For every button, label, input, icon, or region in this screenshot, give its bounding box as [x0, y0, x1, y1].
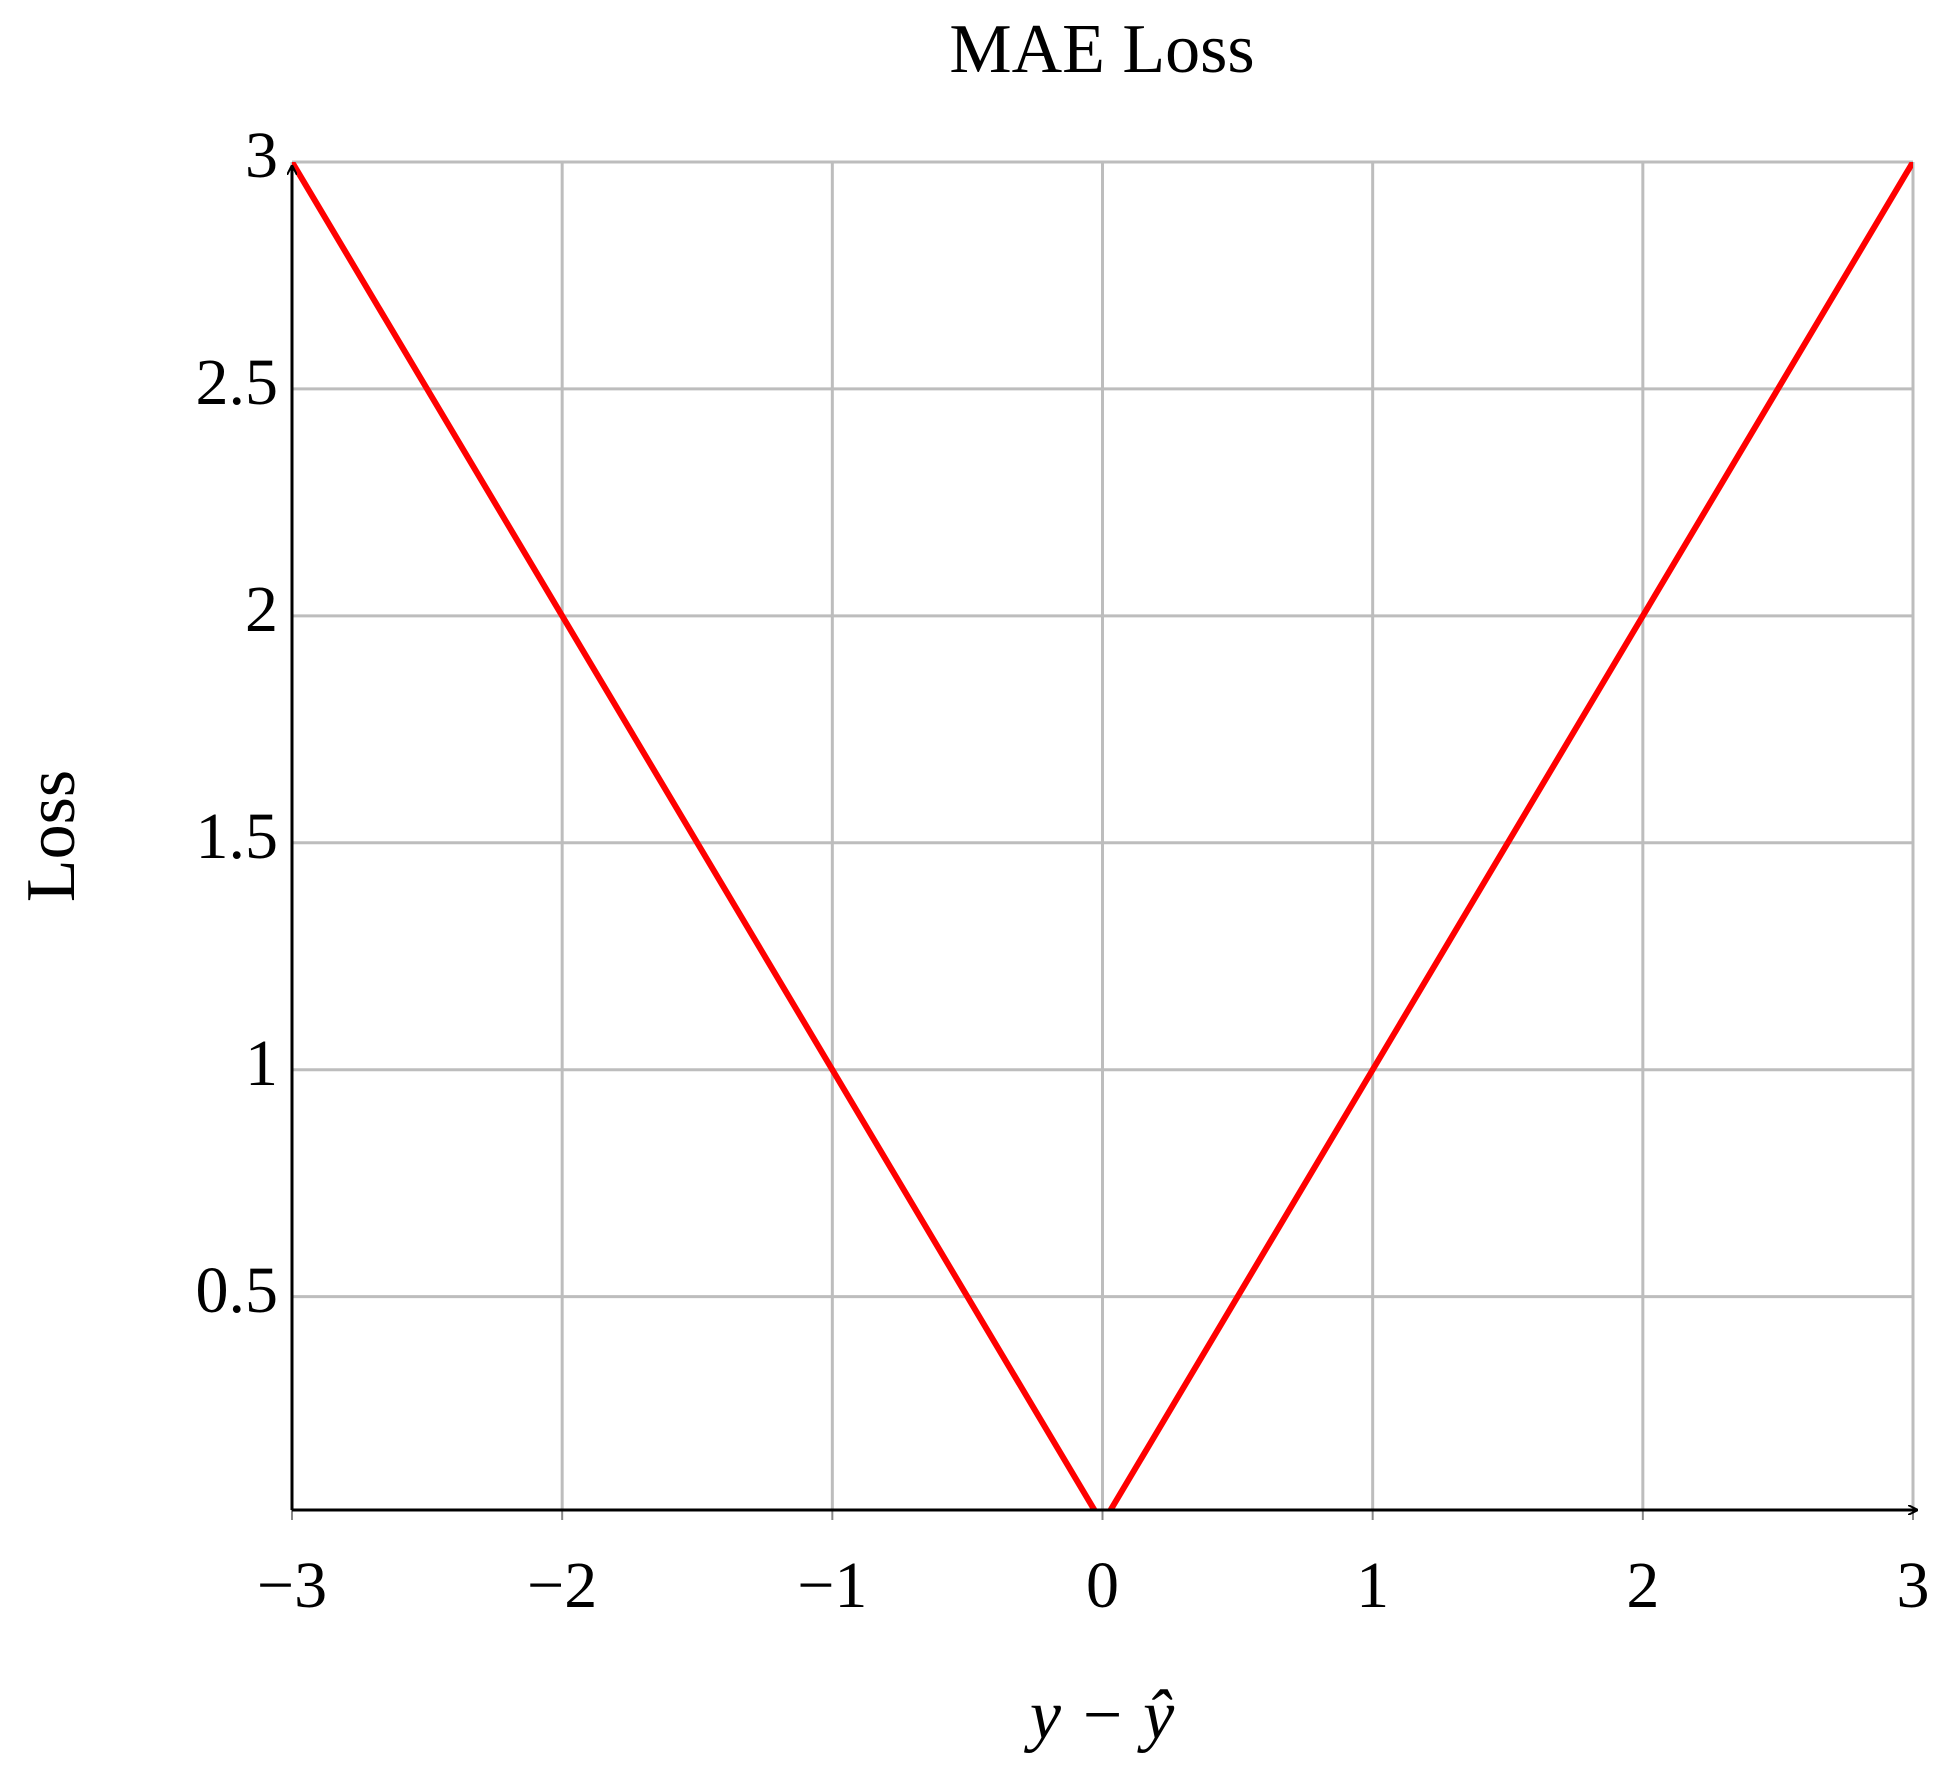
chart-title: MAE Loss — [949, 11, 1254, 88]
y-tick-label: 1.5 — [196, 800, 279, 873]
x-tick-label: 2 — [1626, 1549, 1659, 1622]
y-tick-label: 0.5 — [196, 1254, 279, 1327]
y-tick-label: 2 — [245, 573, 278, 646]
x-tick-label: −1 — [797, 1549, 867, 1622]
plot-area — [292, 162, 1913, 1510]
x-axis-label: y − ŷ — [1024, 1677, 1175, 1754]
x-tick-label: 3 — [1897, 1549, 1930, 1622]
grid — [290, 160, 1915, 1520]
line-series — [292, 162, 1913, 1510]
y-axis-label: Loss — [13, 770, 90, 902]
y-tick-label: 2.5 — [196, 346, 279, 419]
x-tick-label: −3 — [257, 1549, 327, 1622]
y-tick-label: 1 — [245, 1027, 278, 1100]
x-tick-label: 1 — [1356, 1549, 1389, 1622]
x-tick-label: 0 — [1086, 1549, 1119, 1622]
x-tick-label: −2 — [527, 1549, 597, 1622]
y-tick-label: 3 — [245, 119, 278, 192]
